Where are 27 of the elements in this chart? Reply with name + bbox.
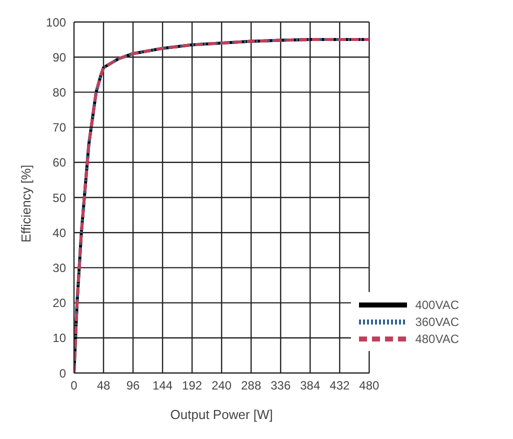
y-tick-label: 30 [52,260,66,275]
y-tick-label: 20 [52,296,66,310]
y-tick-label: 100 [46,15,66,30]
legend-label: 360VAC [415,314,459,328]
x-tick-label: 432 [330,378,350,393]
x-tick-label: 336 [270,378,291,393]
x-tick-label: 288 [241,378,262,393]
y-tick-label: 0 [59,366,66,380]
y-axis-title: Efficiency [%] [18,164,34,242]
y-tick-label: 90 [52,50,66,64]
y-tick-label: 10 [52,331,66,346]
x-tick-label: 144 [152,378,173,393]
x-tick-label: 192 [182,378,202,393]
x-tick-label: 96 [126,378,140,393]
y-tick-label: 70 [52,120,66,135]
legend-label: 400VAC [415,298,459,312]
x-tick-label: 0 [70,378,78,393]
y-tick-label: 40 [52,226,66,240]
x-tick-label: 480 [359,378,380,393]
x-tick-label: 48 [96,378,111,393]
x-tick-label: 240 [212,378,232,393]
x-axis-title: Output Power [W] [170,407,273,422]
y-tick-label: 80 [52,85,66,100]
legend-label: 480VAC [415,332,459,346]
y-tick-label: 60 [52,156,66,170]
x-tick-label: 384 [300,378,320,393]
y-tick-label: 50 [52,190,66,205]
